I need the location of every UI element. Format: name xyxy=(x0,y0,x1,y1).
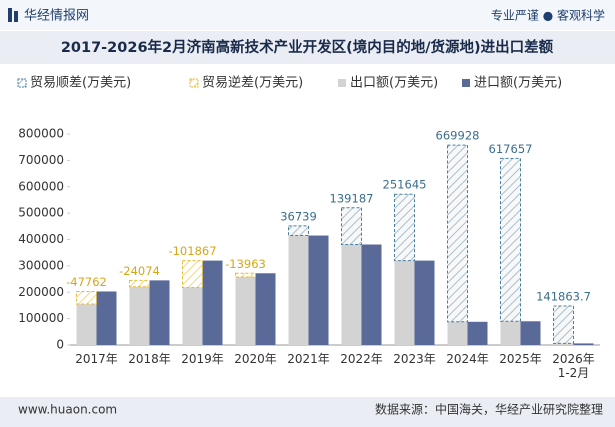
data-label: 669928 xyxy=(436,129,480,143)
surplus-box xyxy=(500,157,521,322)
export-bar xyxy=(76,304,97,345)
import-bar xyxy=(573,343,594,345)
surplus-box xyxy=(553,305,574,344)
surplus-box xyxy=(447,144,468,323)
y-tick-label: 300000 xyxy=(18,258,64,272)
data-label: -47762 xyxy=(66,275,107,289)
y-tick-label: 100000 xyxy=(18,311,64,325)
import-bar xyxy=(96,291,117,345)
y-tick-label: 700000 xyxy=(18,153,64,167)
x-tick-label: 2022年 xyxy=(340,352,383,366)
legend-label: 贸易顺差(万美元) xyxy=(30,76,131,91)
title-bar xyxy=(0,31,615,64)
deficit-box xyxy=(129,279,150,288)
surplus-box xyxy=(288,225,309,237)
legend-swatch xyxy=(189,78,199,88)
slogan: 专业严谨 ● 客观科学 xyxy=(491,8,605,23)
import-bar xyxy=(520,321,541,345)
x-tick-label: 2026年 1-2月 xyxy=(552,352,595,380)
x-tick-label: 2018年 xyxy=(128,352,171,366)
data-label: 139187 xyxy=(330,191,374,205)
deficit-box xyxy=(182,260,203,288)
legend-label: 贸易逆差(万美元) xyxy=(202,75,303,91)
export-bar xyxy=(288,225,309,345)
legend-swatch xyxy=(17,78,27,88)
data-label: 251645 xyxy=(383,178,427,192)
import-bar xyxy=(149,280,170,345)
data-label: 141863.7 xyxy=(536,290,591,304)
y-tick-label: 500000 xyxy=(18,206,64,220)
import-bar xyxy=(361,244,382,345)
brand: 华经情报网 xyxy=(24,9,89,24)
x-tick-label: 2020年 xyxy=(234,352,277,366)
x-tick-label: 2024年 xyxy=(446,352,489,366)
x-tick-label: 2021年 xyxy=(287,352,330,366)
surplus-box xyxy=(394,193,415,262)
legend-label: 进口额(万美元) xyxy=(474,76,562,91)
export-bar xyxy=(129,286,150,345)
legend-label: 出口额(万美元) xyxy=(350,76,438,91)
import-bar xyxy=(308,235,329,345)
y-tick-label: 400000 xyxy=(18,232,64,246)
legend-swatch xyxy=(462,79,470,87)
y-tick-label: 800000 xyxy=(18,127,64,141)
import-bar xyxy=(255,273,276,345)
data-label: 617657 xyxy=(489,142,533,156)
logo xyxy=(8,8,12,22)
data-label: 36739 xyxy=(280,209,317,223)
y-tick-label: 0 xyxy=(56,338,64,352)
import-bar xyxy=(467,321,488,345)
legend-swatch xyxy=(338,79,346,87)
deficit-box xyxy=(76,290,97,305)
export-bar xyxy=(235,276,256,345)
x-tick-label: 2025年 xyxy=(499,352,542,366)
import-bar xyxy=(414,260,435,345)
footer-site: www.huaon.com xyxy=(18,403,117,417)
x-tick-label: 2017年 xyxy=(75,352,118,366)
data-label: -13963 xyxy=(225,257,266,271)
footer-source: 数据来源：中国海关，华经产业研究院整理 xyxy=(375,402,603,417)
y-tick-label: 200000 xyxy=(18,285,64,299)
data-label: -24074 xyxy=(119,264,160,278)
export-bar xyxy=(182,287,203,345)
x-tick-label: 2019年 xyxy=(181,352,224,366)
deficit-box xyxy=(235,272,256,278)
y-tick-label: 600000 xyxy=(18,179,64,193)
logo xyxy=(14,11,18,22)
chart-title: 2017-2026年2月济南高新技术产业开发区(境内目的地/货源地)进出口差额 xyxy=(61,38,554,56)
surplus-box xyxy=(341,207,362,246)
header-bar xyxy=(0,0,615,30)
footer-bar xyxy=(0,397,615,427)
import-bar xyxy=(202,260,223,345)
x-tick-label: 2023年 xyxy=(393,352,436,366)
data-label: -101867 xyxy=(168,244,216,258)
